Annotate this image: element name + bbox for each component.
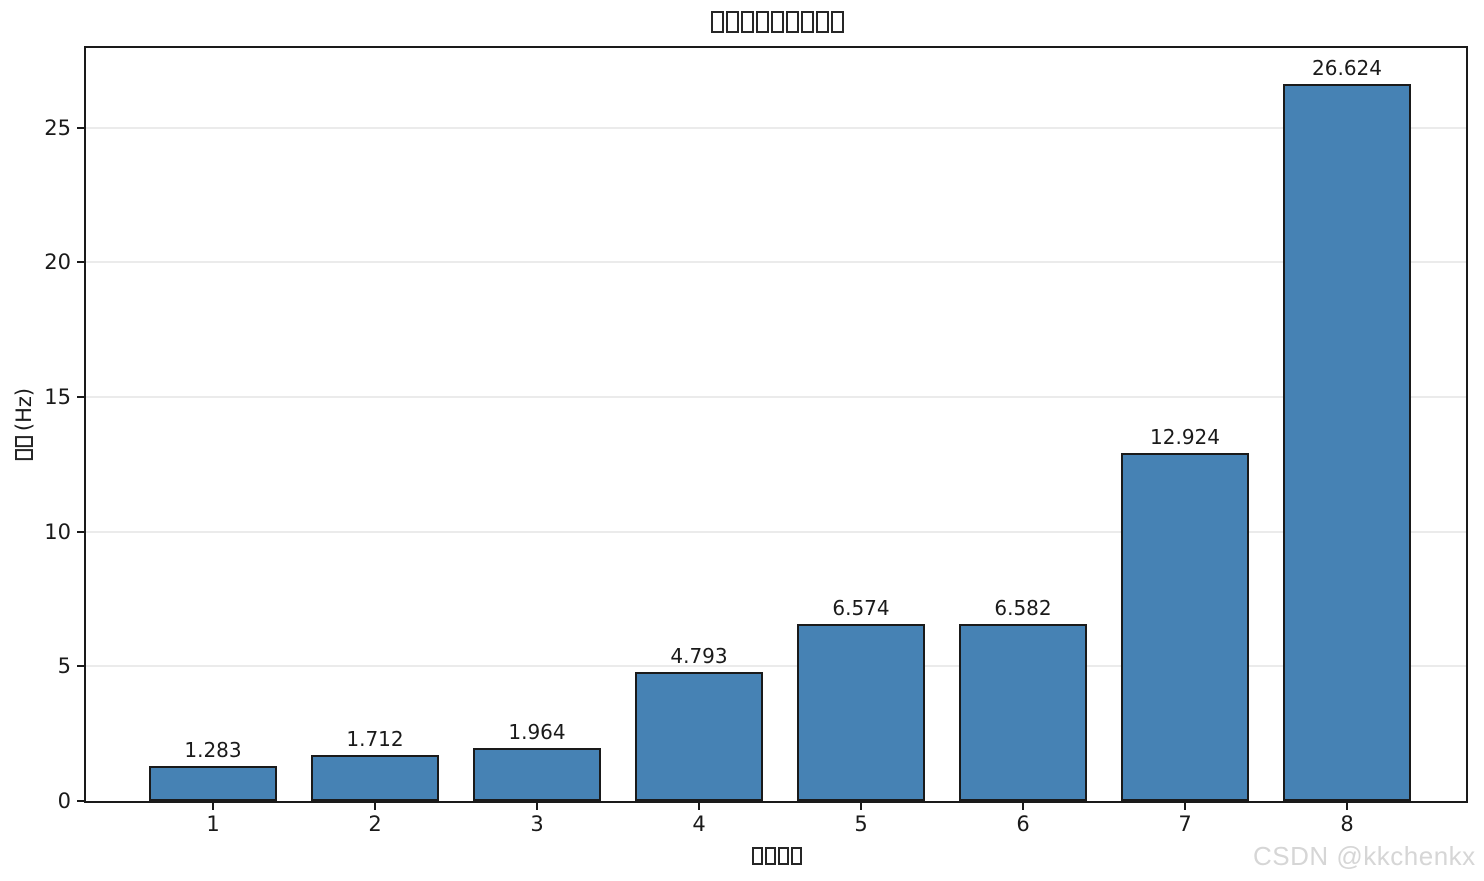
bar-1 <box>149 766 277 801</box>
x-tick-mark-6 <box>1022 803 1024 810</box>
missing-glyph-box <box>752 847 763 865</box>
x-tick-label-7: 7 <box>1178 812 1192 836</box>
x-tick-label-5: 5 <box>854 812 868 836</box>
gridline-y-20 <box>86 261 1466 264</box>
x-tick-mark-2 <box>374 803 376 810</box>
missing-glyph-box <box>785 11 799 33</box>
missing-glyph-box <box>770 11 784 33</box>
y-tick-label-10: 10 <box>44 519 71 544</box>
y-tick-label-0: 0 <box>57 789 71 813</box>
y-tick-mark-10 <box>77 530 84 533</box>
watermark: CSDN @kkchenkx <box>1253 841 1476 871</box>
missing-glyph-box <box>15 449 33 461</box>
y-tick-mark-5 <box>77 665 84 668</box>
x-tick-label-3: 3 <box>530 812 544 836</box>
gridline-y-10 <box>86 530 1466 533</box>
y-tick-label-15: 15 <box>44 384 71 409</box>
missing-glyph-box <box>710 11 724 33</box>
y-tick-mark-20 <box>77 261 84 264</box>
bar-value-label-3: 1.964 <box>508 720 566 745</box>
x-tick-label-4: 4 <box>692 812 706 836</box>
bar-8 <box>1283 83 1411 801</box>
bar-6 <box>959 623 1087 801</box>
chart-title-missing-glyphs <box>710 11 844 33</box>
y-tick-label-5: 5 <box>57 654 71 679</box>
y-tick-mark-15 <box>77 395 84 398</box>
y-axis-label-missing-glyphs <box>15 436 33 461</box>
missing-glyph-box <box>725 11 739 33</box>
missing-glyph-box <box>778 847 789 865</box>
bar-3 <box>473 748 601 801</box>
bar-value-label-7: 12.924 <box>1150 424 1220 449</box>
x-tick-mark-7 <box>1184 803 1186 810</box>
x-tick-label-8: 8 <box>1340 812 1354 836</box>
x-tick-mark-5 <box>860 803 862 810</box>
x-axis-label-missing-glyphs <box>752 847 802 865</box>
plot-area: 1.283 1.712 1.964 4.793 6.574 6.582 12.924 26.6… <box>84 46 1468 803</box>
bar-2 <box>311 754 439 801</box>
gridline-y-15 <box>86 395 1466 398</box>
x-tick-mark-4 <box>698 803 700 810</box>
bar-value-label-8: 26.624 <box>1312 55 1382 80</box>
missing-glyph-box <box>815 11 829 33</box>
bar-value-label-1: 1.283 <box>184 738 242 763</box>
missing-glyph-box <box>755 11 769 33</box>
missing-glyph-box <box>800 11 814 33</box>
bar-value-label-6: 6.582 <box>994 595 1052 620</box>
bar-5 <box>797 623 925 801</box>
x-tick-mark-3 <box>536 803 538 810</box>
missing-glyph-box <box>765 847 776 865</box>
x-axis-label <box>752 847 802 865</box>
x-tick-mark-8 <box>1346 803 1348 810</box>
missing-glyph-box <box>740 11 754 33</box>
gridline-y-5 <box>86 665 1466 668</box>
bar-4 <box>635 671 763 801</box>
x-tick-label-1: 1 <box>206 812 220 836</box>
missing-glyph-box <box>830 11 844 33</box>
missing-glyph-box <box>791 847 802 865</box>
x-tick-label-6: 6 <box>1016 812 1030 836</box>
bar-value-label-5: 6.574 <box>832 595 890 620</box>
y-tick-mark-0 <box>77 800 84 802</box>
bar-value-label-4: 4.793 <box>670 643 728 668</box>
y-tick-mark-25 <box>77 126 84 129</box>
chart-title <box>0 11 1484 33</box>
gridline-y-25 <box>86 126 1466 129</box>
y-tick-label-20: 20 <box>44 250 71 275</box>
x-tick-mark-1 <box>212 803 214 810</box>
bar-7 <box>1121 452 1249 801</box>
missing-glyph-box <box>15 436 33 448</box>
x-tick-label-2: 2 <box>368 812 382 836</box>
bar-value-label-2: 1.712 <box>346 726 404 751</box>
y-tick-label-25: 25 <box>44 115 71 140</box>
